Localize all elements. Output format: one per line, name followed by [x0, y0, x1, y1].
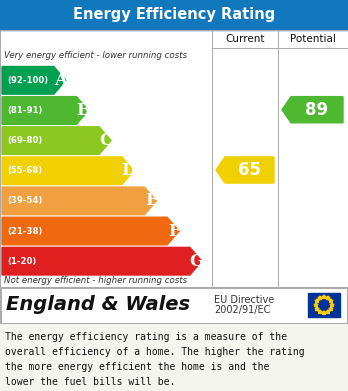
- Text: Energy Efficiency Rating: Energy Efficiency Rating: [73, 7, 275, 23]
- Polygon shape: [2, 248, 202, 275]
- Text: C: C: [100, 132, 113, 149]
- Text: 65: 65: [238, 161, 261, 179]
- Polygon shape: [2, 97, 88, 124]
- Polygon shape: [330, 303, 334, 307]
- Bar: [1, 287, 347, 323]
- Polygon shape: [2, 187, 157, 215]
- Polygon shape: [329, 307, 333, 311]
- Text: Current: Current: [225, 34, 265, 44]
- Text: Not energy efficient - higher running costs: Not energy efficient - higher running co…: [4, 276, 187, 285]
- Text: (92-100): (92-100): [7, 76, 48, 85]
- Text: lower the fuel bills will be.: lower the fuel bills will be.: [5, 377, 175, 387]
- Polygon shape: [315, 307, 319, 311]
- Text: E: E: [145, 192, 158, 210]
- Text: 89: 89: [306, 101, 329, 119]
- Text: (55-68): (55-68): [7, 166, 42, 175]
- Polygon shape: [326, 296, 330, 300]
- Text: G: G: [190, 253, 204, 270]
- Polygon shape: [216, 157, 274, 183]
- Text: (1-20): (1-20): [7, 256, 36, 265]
- Text: the more energy efficient the home is and the: the more energy efficient the home is an…: [5, 362, 269, 372]
- Polygon shape: [2, 66, 66, 94]
- Text: The energy efficiency rating is a measure of the: The energy efficiency rating is a measur…: [5, 332, 287, 342]
- Text: England & Wales: England & Wales: [6, 296, 190, 314]
- Text: D: D: [121, 162, 136, 179]
- Bar: [0, 287, 348, 323]
- Bar: [0, 30, 348, 287]
- Text: F: F: [168, 222, 180, 240]
- Text: B: B: [77, 102, 90, 119]
- Polygon shape: [282, 97, 343, 123]
- Text: overall efficiency of a home. The higher the rating: overall efficiency of a home. The higher…: [5, 347, 304, 357]
- Text: (21-38): (21-38): [7, 226, 42, 235]
- Text: Potential: Potential: [290, 34, 336, 44]
- Polygon shape: [314, 303, 318, 307]
- Text: (69-80): (69-80): [7, 136, 42, 145]
- Text: EU Directive: EU Directive: [214, 295, 274, 305]
- Polygon shape: [2, 217, 179, 245]
- Text: 2002/91/EC: 2002/91/EC: [214, 305, 270, 315]
- Bar: [0, 0, 348, 30]
- Polygon shape: [315, 299, 319, 303]
- Text: (39-54): (39-54): [7, 196, 42, 205]
- Polygon shape: [318, 310, 322, 314]
- Polygon shape: [322, 295, 326, 299]
- Polygon shape: [326, 310, 330, 314]
- Polygon shape: [329, 299, 333, 303]
- Bar: [0, 323, 348, 391]
- Bar: [308, 293, 340, 317]
- Polygon shape: [318, 296, 322, 300]
- Polygon shape: [2, 127, 111, 154]
- Text: A: A: [54, 72, 68, 89]
- Text: (81-91): (81-91): [7, 106, 42, 115]
- Polygon shape: [2, 157, 134, 185]
- Text: Very energy efficient - lower running costs: Very energy efficient - lower running co…: [4, 51, 187, 60]
- Polygon shape: [322, 311, 326, 315]
